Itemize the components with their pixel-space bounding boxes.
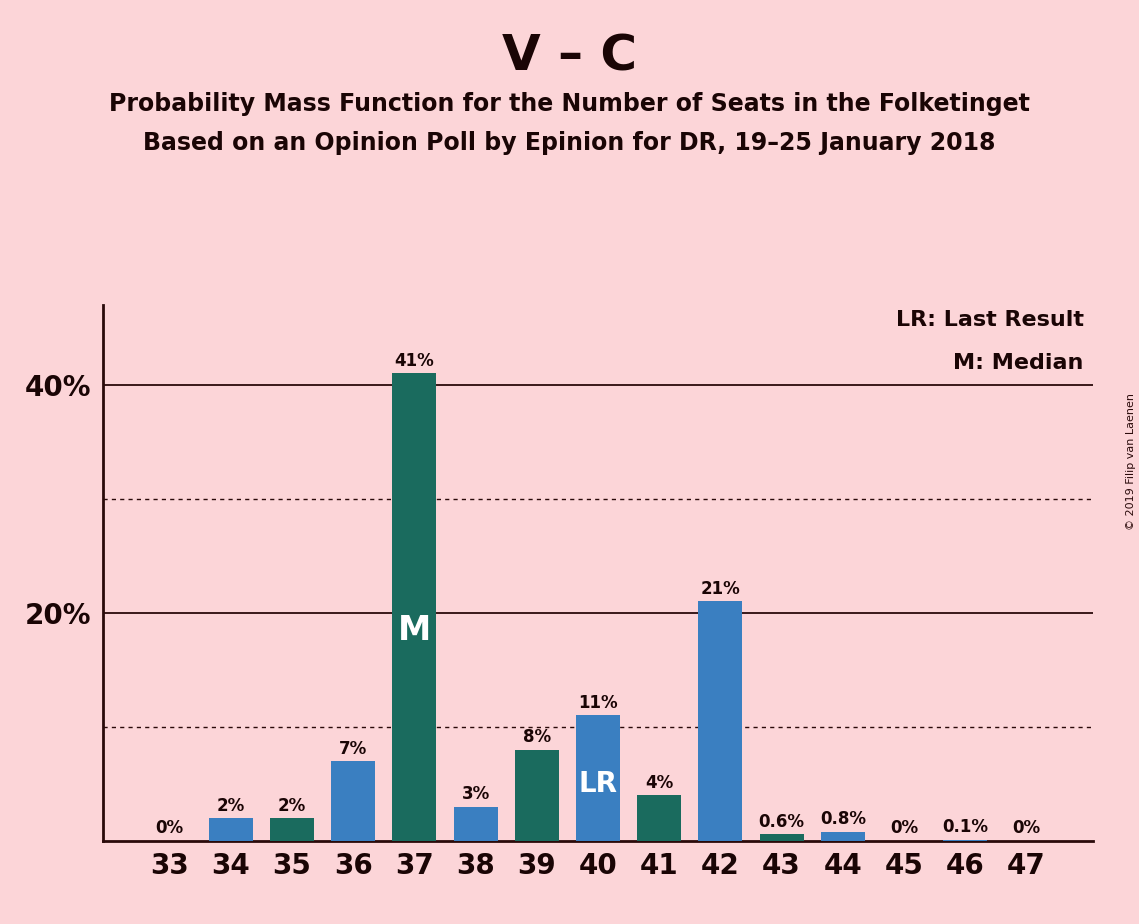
Bar xyxy=(943,840,988,841)
Bar xyxy=(331,761,375,841)
Bar xyxy=(637,796,681,841)
Text: 2%: 2% xyxy=(216,796,245,815)
Bar xyxy=(515,749,559,841)
Text: 7%: 7% xyxy=(339,739,367,758)
Bar xyxy=(576,715,620,841)
Text: M: Median: M: Median xyxy=(953,353,1083,373)
Bar xyxy=(453,807,498,841)
Text: 4%: 4% xyxy=(645,773,673,792)
Text: 0.8%: 0.8% xyxy=(820,810,866,828)
Text: M: M xyxy=(398,614,431,647)
Text: 2%: 2% xyxy=(278,796,306,815)
Text: 21%: 21% xyxy=(700,580,740,598)
Bar xyxy=(392,373,436,841)
Text: 41%: 41% xyxy=(394,352,434,370)
Text: LR: LR xyxy=(579,771,617,798)
Text: Based on an Opinion Poll by Epinion for DR, 19–25 January 2018: Based on an Opinion Poll by Epinion for … xyxy=(144,131,995,155)
Text: 11%: 11% xyxy=(579,694,617,712)
Bar xyxy=(208,818,253,841)
Text: 0%: 0% xyxy=(1013,820,1040,837)
Text: © 2019 Filip van Laenen: © 2019 Filip van Laenen xyxy=(1125,394,1136,530)
Text: 3%: 3% xyxy=(461,785,490,803)
Bar xyxy=(821,832,865,841)
Text: 0%: 0% xyxy=(890,820,918,837)
Text: V – C: V – C xyxy=(502,32,637,80)
Bar xyxy=(760,834,804,841)
Bar xyxy=(270,818,314,841)
Bar xyxy=(698,602,743,841)
Text: LR: Last Result: LR: Last Result xyxy=(895,310,1083,330)
Text: 0%: 0% xyxy=(156,820,183,837)
Text: 0.1%: 0.1% xyxy=(942,819,989,836)
Text: Probability Mass Function for the Number of Seats in the Folketinget: Probability Mass Function for the Number… xyxy=(109,92,1030,116)
Text: 0.6%: 0.6% xyxy=(759,812,804,831)
Text: 8%: 8% xyxy=(523,728,551,747)
